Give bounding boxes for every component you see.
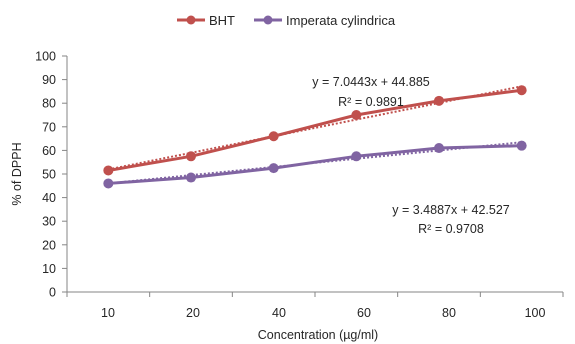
x-tick-label-3: 60 [357, 306, 371, 320]
y-tick-label-7: 70 [42, 120, 56, 134]
trendline-equation-group-0: y = 7.0443x + 44.885 R² = 0.9891 [312, 75, 430, 109]
data-point-0-3 [351, 110, 362, 120]
data-point-0-2 [268, 131, 279, 142]
data-point-1-3 [351, 151, 362, 162]
legend-label-1: Imperata cylindrica [286, 13, 396, 28]
y-tick-label-4: 40 [42, 191, 56, 205]
x-tick-label-1: 20 [186, 306, 200, 320]
data-point-0-0 [103, 165, 114, 176]
y-tick-label-2: 20 [42, 238, 56, 252]
trendline-equation-0: y = 7.0443x + 44.885 [312, 75, 430, 89]
y-tick-labels: 0 10 20 30 40 50 60 70 80 90 100 [35, 50, 56, 300]
y-tick-label-1: 10 [42, 262, 56, 276]
legend: BHT Imperata cylindrica [177, 13, 396, 28]
data-point-1-1 [186, 172, 196, 183]
data-point-0-1 [186, 151, 196, 162]
series-lines [62, 55, 564, 297]
trendline-r2-0: R² = 0.9891 [338, 95, 404, 109]
x-tick-label-0: 10 [101, 306, 115, 320]
trendline-equation-1: y = 3.4887x + 42.527 [392, 203, 510, 217]
trendline-r2-1: R² = 0.9708 [418, 222, 484, 236]
x-axis-title: Concentration (µg/ml) [258, 328, 378, 342]
legend-item-1: Imperata cylindrica [254, 13, 396, 28]
series-line-1 [108, 144, 522, 185]
y-tick-label-5: 50 [42, 168, 56, 182]
data-point-0-5 [516, 85, 527, 96]
legend-label-0: BHT [209, 13, 235, 28]
series-markers [103, 85, 527, 189]
y-tick-label-0: 0 [49, 286, 56, 300]
legend-swatch-marker-1 [263, 15, 273, 25]
trendlines [108, 85, 522, 185]
x-tick-label-5: 100 [525, 306, 546, 320]
x-tick-label-2: 40 [272, 306, 286, 320]
y-tick-label-3: 30 [42, 215, 56, 229]
y-tick-label-10: 100 [35, 50, 56, 64]
y-tick-label-6: 60 [42, 144, 56, 158]
data-point-1-5 [516, 140, 527, 151]
series-line-0 [108, 88, 522, 172]
legend-swatch-marker-0 [186, 15, 196, 25]
data-point-1-0 [103, 178, 114, 189]
data-point-1-4 [434, 143, 444, 154]
trendline-equation-group-1: y = 3.4887x + 42.527 R² = 0.9708 [392, 203, 510, 236]
trendline-1 [108, 141, 522, 185]
y-tick-label-8: 80 [42, 97, 56, 111]
x-tick-label-4: 80 [442, 306, 456, 320]
data-point-0-4 [434, 95, 444, 106]
x-tick-labels: 10 20 40 60 80 100 [101, 306, 545, 320]
legend-item-0: BHT [177, 13, 235, 28]
data-point-1-2 [268, 163, 279, 174]
y-axis-title: % of DPPH [10, 142, 24, 205]
y-tick-label-9: 90 [42, 73, 56, 87]
